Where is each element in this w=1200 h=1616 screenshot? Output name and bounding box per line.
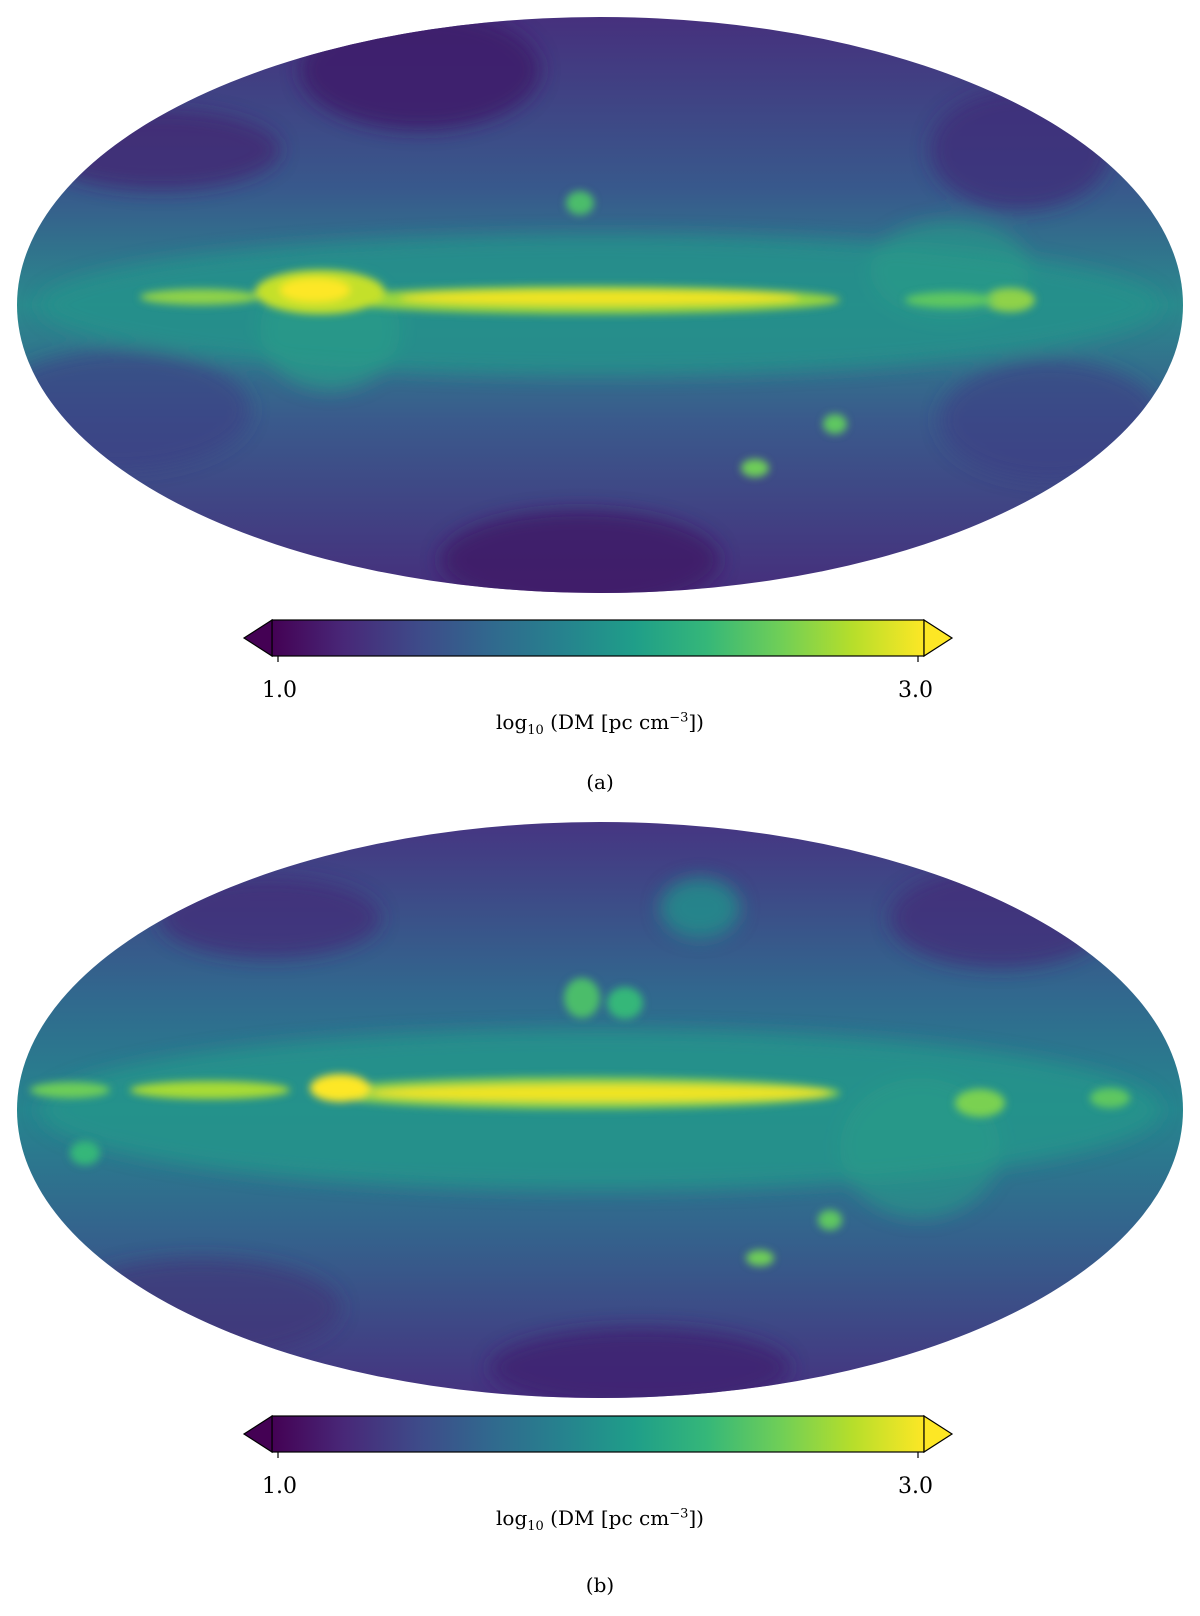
sky-map-a bbox=[17, 17, 1183, 662]
sky-map-b bbox=[17, 822, 1183, 1458]
colorbar-axis-label: log10 (DM [pc cm−3]) bbox=[496, 1506, 704, 1534]
colorbar-tick-label-min: 1.0 bbox=[262, 1474, 297, 1499]
colorbar-axis-label: log10 (DM [pc cm−3]) bbox=[496, 710, 704, 738]
colorbar-body bbox=[271, 619, 925, 657]
colorbar-b bbox=[242, 1414, 954, 1458]
panel-a: 1.0 3.0 log10 (DM [pc cm−3]) (a) bbox=[0, 0, 1200, 800]
colorbar-extend-high bbox=[923, 1414, 954, 1454]
colorbar-extend-low bbox=[242, 1414, 273, 1454]
colorbar-extend-low bbox=[242, 618, 273, 658]
colorbar-extend-high bbox=[923, 618, 954, 658]
colorbar-tick-label-min: 1.0 bbox=[262, 678, 297, 703]
subfigure-caption: (a) bbox=[586, 770, 614, 794]
colorbar-a bbox=[242, 618, 954, 662]
colorbar-tick-label-max: 3.0 bbox=[898, 678, 933, 703]
colorbar-body bbox=[271, 1415, 925, 1453]
colorbar-tick-label-max: 3.0 bbox=[898, 1474, 933, 1499]
subfigure-caption: (b) bbox=[585, 1573, 615, 1597]
panel-b: 1.0 3.0 log10 (DM [pc cm−3]) (b) bbox=[0, 808, 1200, 1616]
